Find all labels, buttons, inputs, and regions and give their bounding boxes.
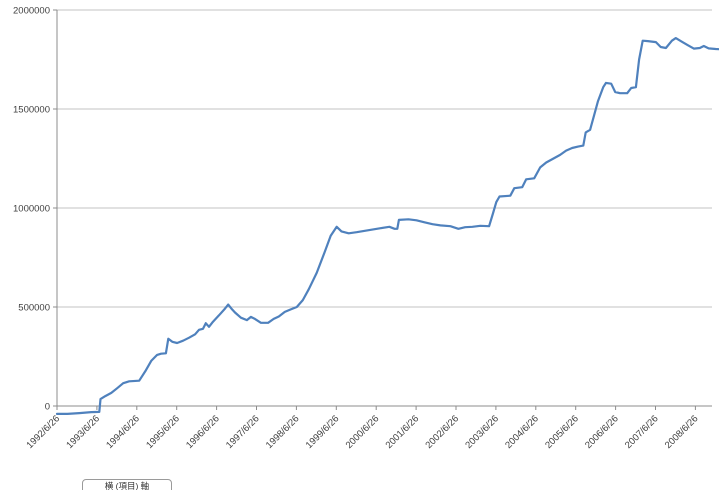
x-tick-label: 2003/6/26 [463, 413, 501, 451]
x-tick-label: 2002/6/26 [423, 413, 461, 451]
series-line [55, 36, 719, 415]
x-tick-label: 2008/6/26 [663, 413, 701, 451]
y-tick-label: 1500000 [13, 105, 50, 116]
x-tick-label: 2004/6/26 [503, 413, 541, 451]
x-tick-label: 1998/6/26 [264, 413, 302, 451]
y-tick-label: 1000000 [13, 204, 50, 215]
x-tick-label: 1992/6/26 [24, 413, 62, 451]
x-tick-label: 2005/6/26 [543, 413, 581, 451]
y-tick-label: 0 [45, 402, 50, 413]
x-tick-label: 1999/6/26 [304, 413, 342, 451]
x-tick-label: 1993/6/26 [64, 413, 102, 451]
x-tick-label: 1997/6/26 [224, 413, 262, 451]
x-tick-label: 1994/6/26 [104, 413, 142, 451]
axis-tooltip-label: 横 (項目) 軸 [104, 481, 150, 490]
x-tick-label: 1995/6/26 [144, 413, 182, 451]
x-tick-label: 2006/6/26 [583, 413, 621, 451]
axis-tooltip: 横 (項目) 軸 [82, 479, 172, 490]
x-tick-label: 2001/6/26 [384, 413, 422, 451]
y-tick-label: 500000 [18, 303, 50, 314]
x-tick-label: 2000/6/26 [344, 413, 382, 451]
x-tick-label: 2007/6/26 [623, 413, 661, 451]
x-tick-label: 1996/6/26 [184, 413, 222, 451]
y-tick-label: 2000000 [13, 6, 50, 17]
